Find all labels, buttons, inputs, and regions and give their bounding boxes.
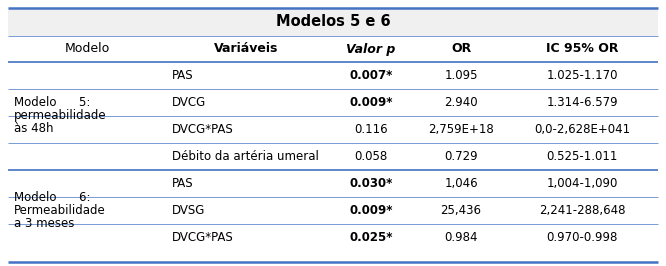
Text: Modelo: Modelo [65,43,110,56]
Text: PAS: PAS [172,69,194,82]
Text: 0.970-0.998: 0.970-0.998 [546,231,617,244]
Text: permeabilidade: permeabilidade [14,110,107,123]
Text: a 3 meses: a 3 meses [14,217,75,230]
Text: 0.984: 0.984 [444,231,478,244]
Text: Débito da artéria umeral: Débito da artéria umeral [172,150,319,163]
Text: IC 95% OR: IC 95% OR [545,43,618,56]
Text: 0.058: 0.058 [354,150,388,163]
Text: Modelo      5:: Modelo 5: [14,97,91,110]
Text: 1,004-1,090: 1,004-1,090 [546,177,617,190]
Text: DVCG*PAS: DVCG*PAS [172,123,234,136]
Text: Modelo      6:: Modelo 6: [14,191,91,204]
Text: 2,241-288,648: 2,241-288,648 [539,204,625,217]
Text: 25,436: 25,436 [440,204,482,217]
Text: OR: OR [451,43,471,56]
Text: 1,046: 1,046 [444,177,478,190]
Text: Valor p: Valor p [346,43,396,56]
Text: 0,0-2,628E+041: 0,0-2,628E+041 [534,123,630,136]
Text: 0.009*: 0.009* [349,204,393,217]
Text: 0.116: 0.116 [354,123,388,136]
Text: 1.314-6.579: 1.314-6.579 [546,96,618,109]
Text: 2,759E+18: 2,759E+18 [428,123,494,136]
Text: 1.095: 1.095 [444,69,478,82]
Text: 0.729: 0.729 [444,150,478,163]
Text: 0.007*: 0.007* [349,69,393,82]
Bar [8,8,658,36]
Text: DVCG*PAS: DVCG*PAS [172,231,234,244]
Text: 0.525-1.011: 0.525-1.011 [546,150,617,163]
Text: Permeabilidade: Permeabilidade [14,204,106,217]
Text: 0.009*: 0.009* [349,96,393,109]
Text: DVSG: DVSG [172,204,205,217]
Text: às 48h: às 48h [14,123,53,135]
Text: PAS: PAS [172,177,194,190]
Text: 0.030*: 0.030* [349,177,393,190]
Text: Modelos 5 e 6: Modelos 5 e 6 [276,15,390,30]
Text: 0.025*: 0.025* [349,231,393,244]
Text: 1.025-1.170: 1.025-1.170 [546,69,618,82]
Text: 2.940: 2.940 [444,96,478,109]
Text: Variáveis: Variáveis [214,43,278,56]
Text: DVCG: DVCG [172,96,206,109]
